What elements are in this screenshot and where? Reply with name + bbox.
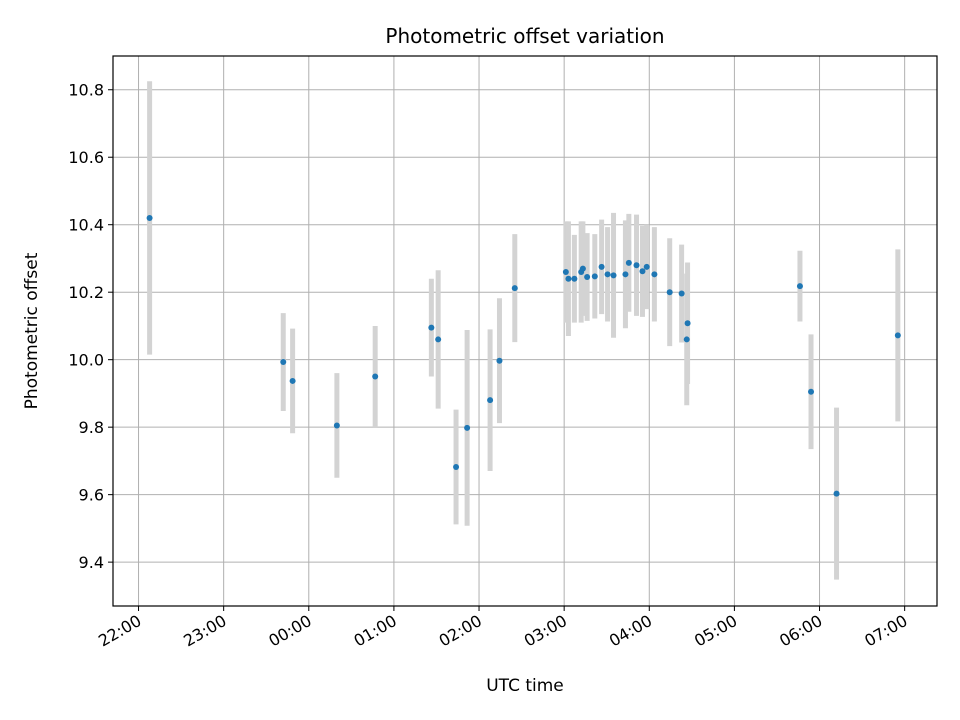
data-point (678, 290, 685, 297)
y-axis-label: Photometric offset (22, 252, 42, 409)
data-point (333, 422, 340, 429)
data-point (584, 274, 591, 281)
data-point (280, 359, 287, 366)
data-point (496, 357, 503, 364)
y-tick-label: 10.8 (68, 81, 104, 100)
data-points (146, 214, 901, 497)
data-point (146, 214, 153, 221)
data-point (428, 324, 435, 331)
data-point (598, 263, 605, 270)
y-tick-label: 9.6 (79, 486, 104, 505)
data-point (833, 490, 840, 497)
grid (113, 56, 937, 606)
y-tick-label: 10.4 (68, 216, 104, 235)
data-point (625, 259, 632, 266)
data-point (633, 262, 640, 269)
data-point (684, 320, 691, 327)
data-point (666, 289, 673, 296)
x-axis-label: UTC time (486, 676, 564, 696)
data-point (435, 336, 442, 343)
y-tick-label: 9.4 (79, 553, 104, 572)
data-point (372, 373, 379, 380)
data-point (683, 336, 690, 343)
data-point (453, 463, 460, 470)
data-point (562, 268, 569, 275)
y-tick-label: 9.8 (79, 418, 104, 437)
data-point (487, 397, 494, 404)
data-point (639, 268, 646, 275)
data-point (796, 283, 803, 290)
data-point (651, 271, 658, 278)
data-point (579, 265, 586, 272)
data-point (565, 275, 572, 282)
plot-frame (112, 55, 938, 607)
data-point (289, 377, 296, 384)
data-point (604, 271, 611, 278)
data-point (464, 424, 471, 431)
data-point (622, 271, 629, 278)
y-tick-label: 10.2 (68, 283, 104, 302)
data-point (808, 388, 815, 395)
y-tick-label: 10.6 (68, 148, 104, 167)
chart-title: Photometric offset variation (385, 24, 664, 48)
data-point (511, 285, 518, 292)
y-tick-label: 10.0 (68, 351, 104, 370)
data-point (610, 272, 617, 279)
data-point (591, 273, 598, 280)
data-point (894, 332, 901, 339)
y-axis-ticks: 9.4 9.6 9.8 10.0 10.2 10.4 10.6 10.8 (68, 81, 113, 572)
data-point (571, 275, 578, 282)
data-point (643, 263, 650, 270)
